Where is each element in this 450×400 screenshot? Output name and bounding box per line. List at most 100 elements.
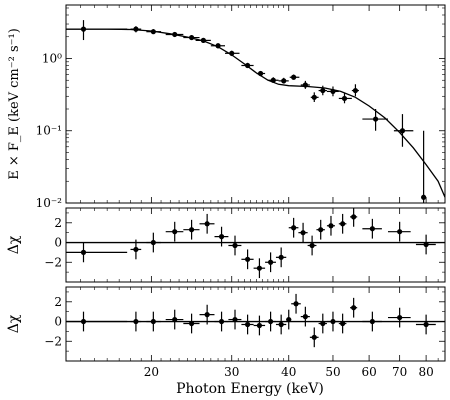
data-point bbox=[130, 311, 142, 332]
spectrum-panel: 10⁻² 10⁻¹ 10⁰ E × F_E (keV cm⁻² s⁻¹) bbox=[7, 4, 446, 210]
x-tick-label: 60 bbox=[361, 365, 376, 379]
data-point bbox=[350, 208, 358, 227]
data-point bbox=[241, 314, 254, 335]
data-marker bbox=[320, 87, 326, 94]
data-point bbox=[275, 314, 287, 335]
data-marker bbox=[188, 320, 195, 327]
data-marker bbox=[372, 116, 379, 122]
data-point bbox=[326, 311, 339, 332]
data-marker bbox=[291, 74, 297, 80]
y-tick-label: 0 bbox=[54, 315, 62, 329]
data-point bbox=[183, 34, 200, 41]
data-marker bbox=[286, 316, 292, 323]
data-marker bbox=[340, 320, 346, 327]
data-point bbox=[291, 293, 301, 314]
plot-area bbox=[66, 20, 445, 203]
data-point bbox=[183, 313, 200, 334]
y-tick-label: −2 bbox=[44, 255, 62, 269]
data-point bbox=[288, 217, 299, 238]
data-marker bbox=[256, 265, 263, 271]
data-marker bbox=[232, 242, 238, 249]
data-point bbox=[318, 85, 327, 96]
data-marker bbox=[80, 26, 87, 32]
data-point bbox=[265, 311, 276, 332]
data-point bbox=[309, 327, 319, 348]
data-marker bbox=[244, 256, 251, 262]
data-point bbox=[350, 297, 358, 318]
data-marker bbox=[172, 31, 178, 38]
y-tick-label: −2 bbox=[44, 334, 62, 348]
data-marker bbox=[351, 214, 357, 220]
residual-panel-1: 2 0 −2 Δχ bbox=[6, 207, 446, 283]
data-point bbox=[210, 43, 226, 49]
data-marker bbox=[351, 305, 357, 311]
y-axis-label: Δχ bbox=[6, 314, 22, 333]
data-marker bbox=[341, 95, 348, 102]
data-marker bbox=[352, 87, 359, 94]
data-point bbox=[387, 221, 411, 242]
data-marker bbox=[172, 229, 178, 235]
data-marker bbox=[172, 316, 178, 323]
data-point bbox=[241, 249, 254, 270]
data-marker bbox=[200, 37, 206, 43]
data-marker bbox=[330, 318, 336, 325]
data-point bbox=[298, 222, 308, 243]
data-marker bbox=[423, 241, 429, 248]
data-point bbox=[256, 70, 266, 77]
data-point bbox=[338, 213, 347, 234]
data-marker bbox=[215, 43, 221, 49]
y-tick-label: 2 bbox=[54, 216, 62, 230]
data-point bbox=[338, 93, 352, 104]
data-point bbox=[318, 313, 327, 334]
x-tick-label: 70 bbox=[392, 365, 407, 379]
data-point bbox=[66, 311, 128, 332]
data-point bbox=[338, 313, 347, 334]
axes-frame bbox=[65, 286, 446, 362]
data-marker bbox=[278, 321, 284, 328]
data-point bbox=[66, 242, 128, 263]
data-point bbox=[387, 307, 411, 328]
data-marker bbox=[150, 29, 156, 35]
data-point bbox=[199, 304, 215, 325]
data-marker bbox=[328, 223, 334, 229]
data-point bbox=[362, 218, 382, 239]
data-point bbox=[214, 226, 229, 247]
x-axis-label: Photon Energy (keV) bbox=[176, 381, 324, 397]
axes-frame bbox=[65, 4, 446, 204]
data-point bbox=[316, 219, 325, 240]
data-point bbox=[362, 108, 388, 131]
data-marker bbox=[300, 230, 306, 236]
data-marker bbox=[311, 94, 317, 100]
data-marker bbox=[293, 301, 299, 307]
data-marker bbox=[309, 242, 315, 249]
data-point bbox=[241, 62, 254, 69]
data-marker bbox=[133, 318, 139, 325]
data-point bbox=[146, 311, 162, 332]
data-point bbox=[253, 315, 266, 336]
data-point bbox=[267, 77, 279, 83]
data-point bbox=[393, 114, 414, 147]
data-marker bbox=[188, 227, 195, 233]
data-point bbox=[225, 50, 240, 57]
data-point bbox=[146, 29, 162, 35]
data-point bbox=[289, 74, 300, 80]
data-marker bbox=[397, 314, 403, 321]
data-marker bbox=[421, 194, 427, 200]
data-marker bbox=[311, 334, 317, 340]
data-marker bbox=[267, 318, 274, 325]
data-marker bbox=[267, 259, 274, 265]
data-marker bbox=[218, 234, 225, 240]
plot-area bbox=[66, 208, 445, 279]
data-point bbox=[275, 247, 287, 268]
y-tick-label: 10⁻² bbox=[36, 196, 63, 210]
data-marker bbox=[278, 254, 284, 260]
data-point bbox=[307, 235, 317, 256]
data-point bbox=[351, 84, 359, 97]
data-point bbox=[326, 215, 335, 236]
data-marker bbox=[232, 316, 238, 323]
y-axis-label: E × F_E (keV cm⁻² s⁻¹) bbox=[7, 28, 22, 180]
data-point bbox=[421, 130, 427, 203]
data-marker bbox=[423, 321, 429, 328]
